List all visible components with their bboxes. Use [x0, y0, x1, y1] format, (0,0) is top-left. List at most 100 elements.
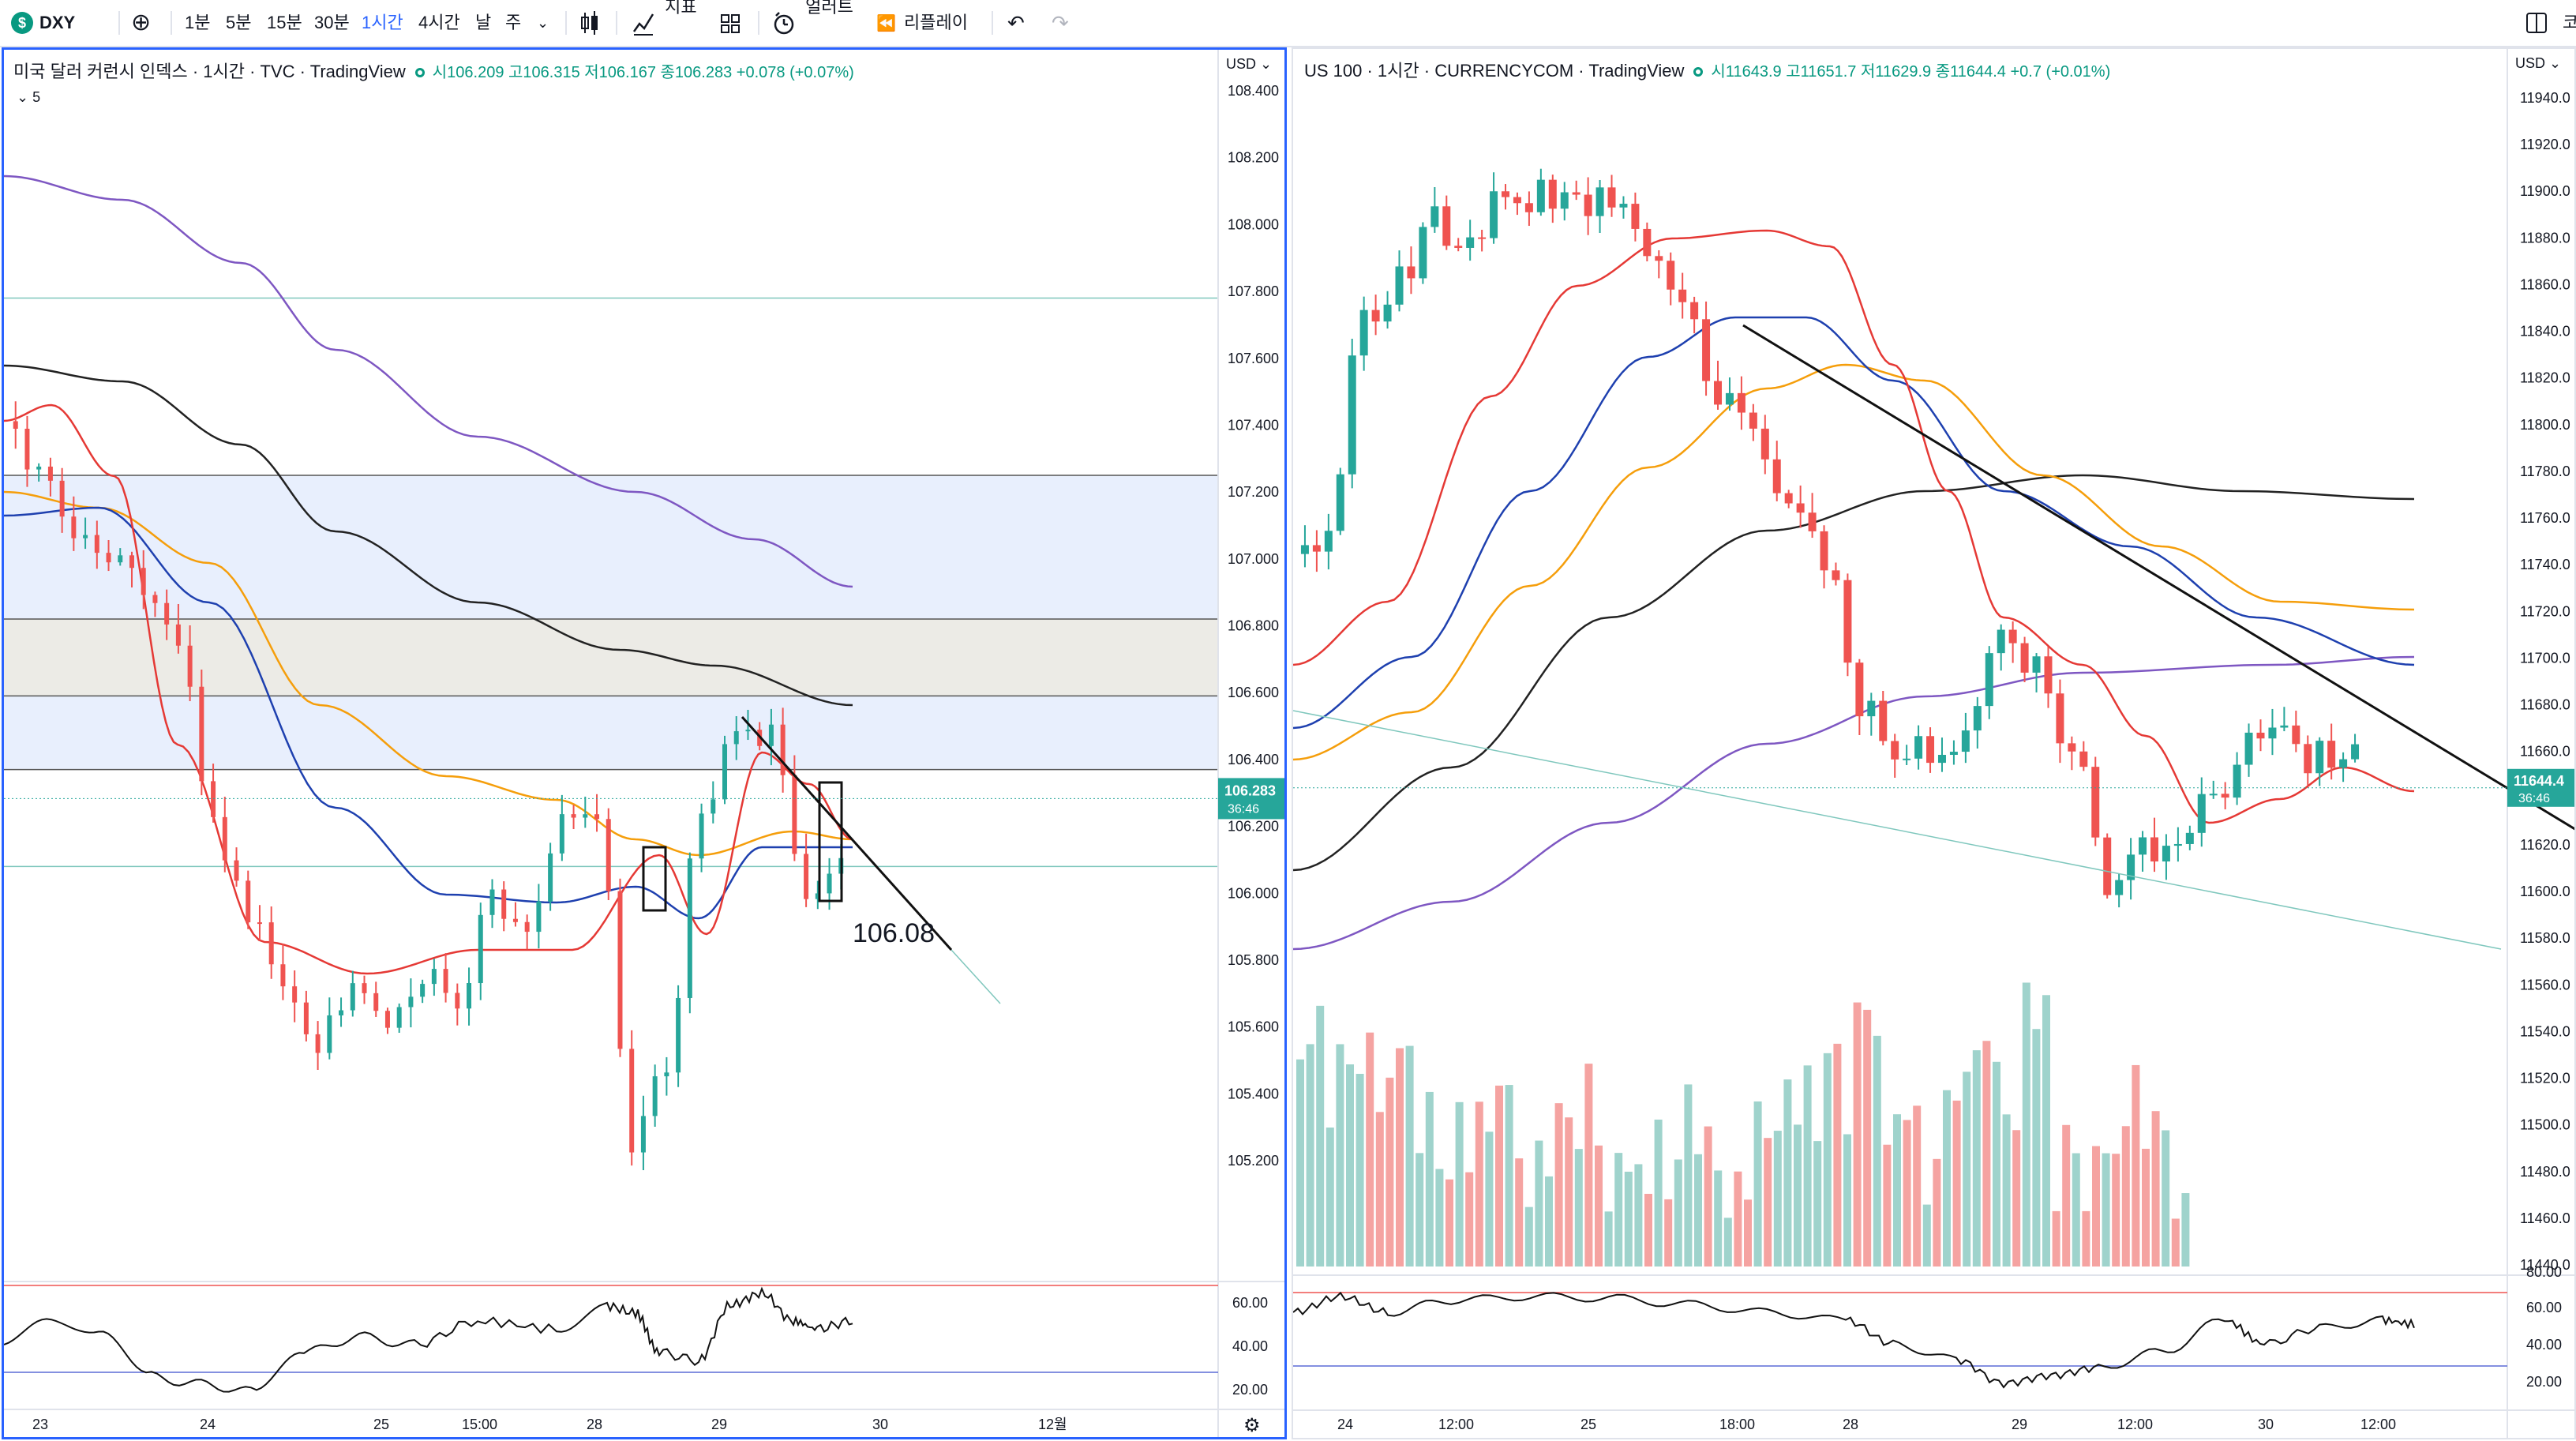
candle-body: [164, 602, 170, 625]
layout-grid-icon[interactable]: [718, 0, 742, 46]
volume-bar: [2022, 982, 2030, 1267]
highlight-box: [818, 781, 843, 903]
volume-bar: [1744, 1199, 1752, 1267]
candle-body: [1572, 192, 1580, 195]
candle-body: [2339, 759, 2348, 768]
volume-bar: [2181, 1193, 2190, 1267]
chart-type-candles-icon[interactable]: [578, 0, 602, 46]
candle-body: [629, 1049, 635, 1153]
volume-bar: [1316, 1005, 1325, 1267]
replay-button[interactable]: ⏪ 리플레이: [876, 0, 968, 46]
candle-body: [1584, 194, 1592, 216]
candle-body: [617, 891, 623, 1049]
alert-label: 얼러트: [805, 0, 853, 17]
price-tick-label: 107.600: [1228, 351, 1279, 366]
candle-body: [1312, 545, 1321, 552]
candle-body: [187, 645, 193, 687]
candle-body: [1926, 736, 1935, 764]
candle-body: [1891, 741, 1899, 760]
volume-bar: [1425, 1091, 1434, 1267]
interval-1m-button[interactable]: 1분: [185, 13, 211, 32]
price-annotation-text: 106.08: [853, 918, 935, 948]
interval-15m-button[interactable]: 15분: [267, 13, 302, 32]
price-tick-label: 11480.0: [2520, 1164, 2570, 1180]
price-tick-label: 107.000: [1228, 551, 1279, 567]
price-tick-label: 106.200: [1228, 819, 1279, 835]
time-tick-label: 25: [373, 1417, 389, 1432]
dxy-indicator-badge[interactable]: ⌄ 5: [17, 89, 41, 105]
candle-body: [2221, 794, 2229, 798]
volume-bar: [2112, 1154, 2120, 1267]
candle-body: [606, 819, 611, 891]
alert-button[interactable]: 얼러트: [772, 0, 853, 46]
right-panel-label[interactable]: 코: [2563, 13, 2576, 32]
interval-5m-button[interactable]: 5분: [226, 13, 252, 32]
candle-body: [594, 814, 600, 820]
candle-body: [804, 854, 809, 899]
volume-bar: [1913, 1105, 1922, 1267]
volume-bar: [1604, 1211, 1613, 1267]
candle-body: [2315, 741, 2324, 774]
oscillator-tick-label: 80.00: [2526, 1264, 2562, 1280]
oscillator-tick-label: 20.00: [1232, 1382, 1268, 1398]
dxy-chart-canvas[interactable]: 108.400 108.200 108.000 107.800 107.600 107.4…: [4, 50, 1284, 1437]
us100-currency-label[interactable]: USD ⌄: [2515, 55, 2562, 71]
symbol-search-button[interactable]: DXY: [39, 13, 76, 32]
candle-body: [548, 853, 553, 902]
market-status-dot-icon: [1693, 67, 1704, 77]
redo-icon[interactable]: ↷: [1052, 11, 1069, 35]
undo-icon[interactable]: ↶: [1007, 11, 1025, 35]
indicators-button[interactable]: 지표: [632, 0, 697, 46]
time-tick-label: 24: [200, 1417, 216, 1432]
price-tick-label: 11620.0: [2520, 837, 2570, 853]
interval-4h-button[interactable]: 4시간: [418, 13, 460, 32]
candle-body: [559, 814, 564, 854]
panel-toggle-icon[interactable]: [2525, 0, 2548, 46]
candle-body: [768, 724, 774, 746]
oscillator-tick-label: 20.00: [2526, 1374, 2562, 1390]
interval-week-button[interactable]: 주: [505, 13, 522, 32]
interval-30m-button[interactable]: 30분: [314, 13, 350, 32]
interval-dropdown-chevron-icon[interactable]: ⌄: [537, 15, 549, 31]
toolbar-divider: [171, 11, 172, 35]
candle-body: [327, 1015, 332, 1053]
us100-chart-pane[interactable]: 11940.0 11920.0 11900.0 11880.0 11860.0 11840…: [1292, 47, 2576, 1439]
volume-bar: [1933, 1158, 1941, 1267]
volume-bar: [1405, 1045, 1414, 1267]
price-tick-label: 11740.0: [2520, 557, 2570, 572]
volume-bar: [2132, 1064, 2140, 1267]
volume-bar: [2002, 1114, 2011, 1267]
dxy-currency-label[interactable]: USD ⌄: [1226, 56, 1273, 72]
oscillator-tick-label: 60.00: [1232, 1295, 1268, 1311]
us100-chart-canvas[interactable]: 11940.0 11920.0 11900.0 11880.0 11860.0 11840…: [1293, 49, 2574, 1438]
ma-black-line: [1293, 474, 2415, 872]
candle-body: [2280, 725, 2289, 728]
candle-body: [175, 624, 181, 646]
compare-add-icon[interactable]: ⊕: [131, 9, 152, 36]
volume-bar: [1445, 1179, 1453, 1267]
interval-day-button[interactable]: 날: [475, 13, 492, 32]
candle-body: [699, 813, 704, 859]
dxy-chart-pane[interactable]: 108.400 108.200 108.000 107.800 107.600 107.4…: [2, 47, 1287, 1439]
price-tick-label: 11760.0: [2520, 510, 2570, 526]
volume-bar: [2042, 995, 2050, 1267]
candle-body: [1655, 256, 1663, 261]
candle-body: [2162, 846, 2170, 862]
price-tick-label: 11440.0: [2520, 1257, 2570, 1273]
replay-rewind-icon: ⏪: [876, 15, 896, 32]
volume-bar: [1813, 1141, 1822, 1267]
price-tick-label: 11560.0: [2520, 977, 2570, 993]
volume-bar: [1325, 1127, 1334, 1267]
time-tick-label: 28: [587, 1417, 602, 1432]
candle-body: [396, 1007, 402, 1028]
volume-bar: [2121, 1126, 2130, 1267]
candle-body: [1442, 206, 1451, 246]
indicators-label: 지표: [665, 0, 697, 17]
volume-bar: [1515, 1158, 1524, 1267]
oscillator-line: [1293, 1291, 2415, 1389]
candle-body: [1466, 237, 1475, 248]
candle-body: [687, 858, 692, 998]
time-tick-label: 12:00: [1438, 1417, 1474, 1432]
toolbar-divider: [992, 11, 993, 35]
interval-1h-button[interactable]: 1시간: [362, 13, 403, 32]
